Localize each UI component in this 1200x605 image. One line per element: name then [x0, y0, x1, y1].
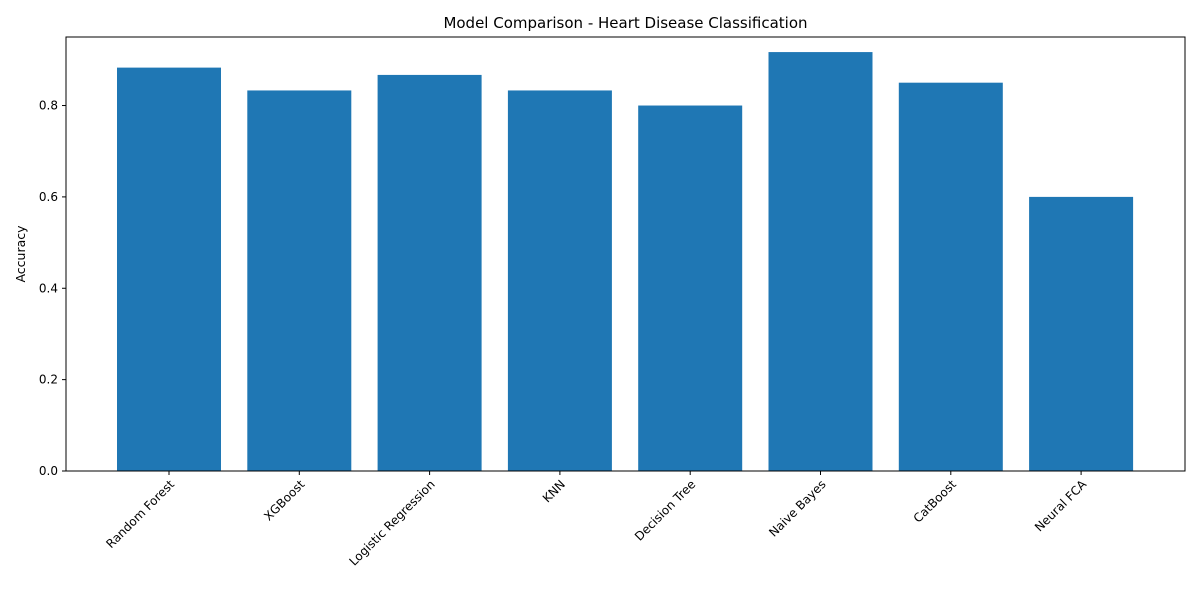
- plot-frame: [65, 36, 1186, 472]
- y-tick-label: 0.8: [39, 99, 58, 113]
- y-tick-label: 0.6: [39, 190, 58, 204]
- x-tick-label: Random Forest: [103, 477, 177, 551]
- bar-neural-fca: [1029, 196, 1134, 472]
- y-tick-label: 0.2: [39, 373, 58, 387]
- bars-layer: [117, 52, 1134, 472]
- x-tick-label: Naive Bayes: [766, 477, 828, 539]
- bar-random-forest: [117, 67, 221, 471]
- bar-knn: [507, 90, 612, 471]
- chart-title: Model Comparison - Heart Disease Classif…: [443, 14, 807, 32]
- bar-logistic-regression: [377, 74, 482, 471]
- bar-decision-tree: [638, 105, 743, 472]
- bar-naive-bayes: [768, 52, 873, 471]
- x-tick-label: Logistic Regression: [346, 477, 437, 568]
- y-tick-label: 0.4: [39, 281, 58, 295]
- x-tick-label: CatBoost: [911, 477, 960, 526]
- x-tick-label: Neural FCA: [1032, 477, 1090, 535]
- bar-catboost: [898, 82, 1003, 472]
- bar-xgboost: [247, 90, 352, 471]
- x-tick-label: Decision Tree: [632, 477, 698, 543]
- y-axis-label: Accuracy: [13, 225, 28, 283]
- y-tick-label: 0.0: [39, 464, 58, 478]
- x-tick-label: XGBoost: [261, 477, 307, 523]
- x-tick-label: KNN: [540, 477, 568, 505]
